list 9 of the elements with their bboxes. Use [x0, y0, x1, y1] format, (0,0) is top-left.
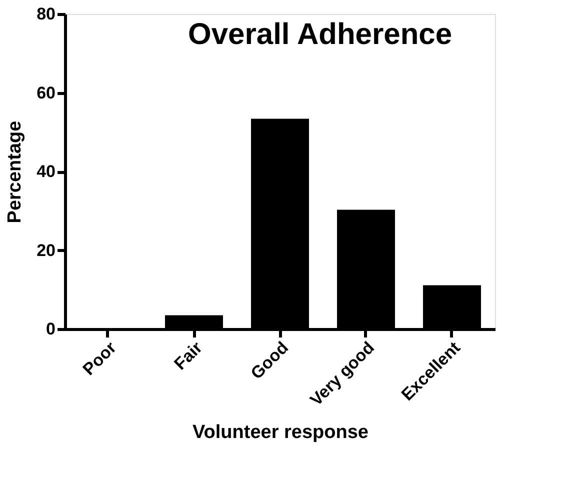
x-axis-title: Volunteer response: [192, 422, 368, 443]
chart-title: Overall Adherence: [188, 18, 452, 51]
y-tick-label: 20: [36, 240, 56, 260]
y-tick-label: 60: [36, 83, 56, 102]
y-tick-label: 40: [36, 162, 56, 181]
y-tick-label: 80: [36, 4, 56, 24]
x-tick-label: Fair: [170, 338, 206, 374]
y-axis-title: Percentage: [4, 120, 26, 224]
y-tick-label: 0: [46, 320, 56, 338]
